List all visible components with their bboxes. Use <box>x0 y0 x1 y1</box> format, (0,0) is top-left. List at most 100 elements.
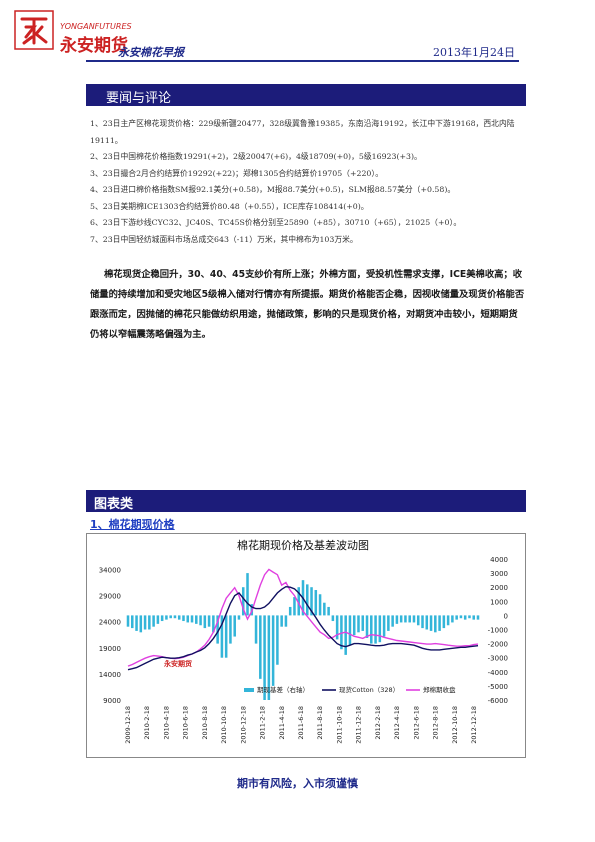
basis-bar <box>203 615 207 629</box>
news-item: 7、23日中国轻纺城面料市场总成交643（-11）万米，其中棉布为103万米。 <box>90 234 358 244</box>
y-left-tick-label: 24000 <box>99 619 121 627</box>
basis-bar <box>446 615 450 626</box>
x-tick-label: 2011-10-18 <box>335 706 343 744</box>
x-tick-label: 2011-2-18 <box>259 706 267 740</box>
news-item: 2、23日中国棉花价格指数19291(+2)，2级20047(+6)，4级187… <box>90 152 422 161</box>
company-logo: YONGANFUTURES 永安期货 <box>14 10 144 56</box>
x-tick-label: 2010-2-18 <box>143 706 151 740</box>
x-tick-label: 2011-8-18 <box>316 706 324 740</box>
cotton-price-chart: 棉花期现价格及基差波动图 34000 29000 24000 19000 14000 900… <box>86 533 526 758</box>
section-bar-charts: 图表类 <box>86 490 526 512</box>
basis-bar <box>165 615 168 620</box>
basis-bar <box>131 615 134 629</box>
logo-chinese-text: 永安期货 <box>60 36 128 56</box>
news-item: 1、23日主产区棉花现货价格：229级新疆20477，328级冀鲁豫19385，… <box>90 119 515 145</box>
basis-bar <box>408 615 411 623</box>
basis-bar <box>412 615 416 623</box>
basis-bar <box>361 615 365 631</box>
x-tick-label: 2010-8-18 <box>201 706 209 740</box>
x-tick-label: 2012-4-18 <box>393 706 401 740</box>
basis-bar <box>335 615 339 640</box>
basis-bar <box>271 615 275 686</box>
basis-bar <box>143 615 147 630</box>
x-tick-label: 2011-6-18 <box>297 706 305 740</box>
y-right-tick-label: -3000 <box>488 655 508 663</box>
x-tick-label: 2011-12-18 <box>355 706 363 744</box>
basis-bar <box>237 615 241 620</box>
basis-bar <box>288 606 292 616</box>
header-divider <box>86 60 519 62</box>
report-title: 永安棉花早报 <box>118 46 184 59</box>
legend-label-futures: 郑棉期收盘 <box>423 685 456 694</box>
market-commentary: 棉花现货企稳回升，30、40、45支纱价有所上涨；外棉方面，受投机性需求支撑，I… <box>90 269 525 340</box>
basis-bar <box>139 615 143 633</box>
x-tick-label: 2010-6-18 <box>182 706 190 740</box>
basis-bar <box>293 597 296 616</box>
news-item: 4、23日进口棉价格指数SM报92.1美分(+0.58)，M报88.7美分(+0… <box>90 185 456 194</box>
basis-bar <box>327 606 330 616</box>
logo-english-text: YONGANFUTURES <box>60 22 132 31</box>
news-item: 6、23日下游纱线CYC32、JC40S、TC45S价格分别至25890（+85… <box>90 218 462 227</box>
basis-bar <box>425 615 429 630</box>
basis-bar <box>404 615 407 623</box>
basis-bar <box>224 615 228 658</box>
basis-bar <box>135 615 138 631</box>
news-item: 5、23日美期棉ICE1303合约结算价80.48（+0.55），ICE库存10… <box>90 201 369 211</box>
section-bar-news: 要闻与评论 <box>86 84 526 106</box>
basis-bar <box>280 615 283 627</box>
basis-bar <box>276 615 279 665</box>
basis-bar <box>340 615 343 650</box>
basis-bar <box>156 615 160 624</box>
basis-bar <box>126 615 130 627</box>
x-tick-label: 2012-12-18 <box>470 706 478 744</box>
basis-bar <box>233 615 236 637</box>
basis-bar <box>220 615 224 658</box>
section-title-charts: 图表类 <box>94 497 134 512</box>
basis-bar <box>451 615 454 623</box>
x-tick-label: 2010-10-18 <box>220 706 228 744</box>
basis-bar <box>306 584 309 616</box>
yongan-logo-icon <box>14 10 54 50</box>
basis-bar <box>212 615 215 633</box>
y-right-tick-label: 0 <box>504 612 508 620</box>
y-right-tick-label: 3000 <box>490 570 508 578</box>
y-right-tick-label: -2000 <box>488 641 508 649</box>
basis-bar <box>267 615 271 700</box>
basis-bar <box>476 615 480 620</box>
basis-bar <box>152 615 155 627</box>
basis-bar <box>310 587 313 616</box>
basis-bar <box>241 587 245 616</box>
y-left-tick-label: 14000 <box>99 671 121 679</box>
y-right-tick-label: -6000 <box>488 697 508 705</box>
basis-bar <box>395 615 399 624</box>
chart-svg: 棉花期现价格及基差波动图 34000 29000 24000 19000 14000 900… <box>86 533 526 758</box>
basis-bar <box>378 615 382 643</box>
basis-bar <box>472 615 475 620</box>
x-tick-label: 2010-4-18 <box>162 706 170 740</box>
y-right-tick-label: 1000 <box>490 598 508 606</box>
y-left-tick-label: 29000 <box>99 593 121 601</box>
basis-bar <box>182 615 185 622</box>
basis-bar <box>463 615 467 620</box>
basis-bar <box>207 615 211 627</box>
legend-swatch-basis <box>244 688 254 692</box>
basis-bar <box>195 615 198 624</box>
report-date: 2013年1月24日 <box>433 46 515 59</box>
basis-bar <box>263 615 266 700</box>
legend-label-basis: 期现基差（右轴） <box>257 685 309 694</box>
y-right-tick-label: -1000 <box>488 627 508 635</box>
basis-bar <box>148 615 151 630</box>
basis-bar <box>254 615 258 644</box>
chart-subtitle: 1、棉花期现价格 <box>90 518 175 531</box>
basis-bar <box>259 615 262 679</box>
basis-bar <box>323 602 326 616</box>
x-tick-label: 2009-12-18 <box>124 706 132 744</box>
x-tick-label: 2010-12-18 <box>239 706 247 744</box>
legend-label-spot: 现货Cotton（328） <box>339 685 399 694</box>
x-tick-label: 2012-8-18 <box>432 706 440 740</box>
basis-bar <box>365 615 369 638</box>
basis-bar <box>216 615 219 644</box>
basis-bar <box>391 615 394 627</box>
y-left-tick-label: 34000 <box>99 566 121 574</box>
basis-bar <box>169 615 172 619</box>
